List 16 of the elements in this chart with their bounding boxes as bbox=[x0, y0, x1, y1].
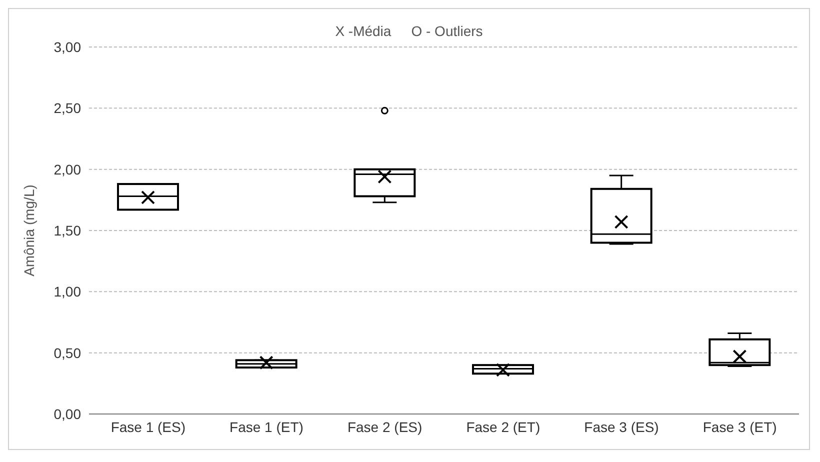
x-tick-label: Fase 2 (ET) bbox=[466, 418, 540, 435]
y-tick-label: 2,50 bbox=[54, 100, 82, 116]
x-tick-label: Fase 3 (ES) bbox=[584, 418, 659, 435]
y-tick-label: 0,50 bbox=[54, 344, 82, 361]
x-tick-label: Fase 2 (ES) bbox=[347, 418, 422, 435]
y-tick-label: 2,00 bbox=[54, 161, 82, 178]
y-axis-title: Amônia (mg/L) bbox=[20, 184, 37, 276]
y-tick-label: 3,00 bbox=[54, 38, 82, 55]
text: X -Média bbox=[335, 23, 392, 39]
x-tick-label: Fase 1 (ES) bbox=[110, 418, 186, 435]
text: O - Outliers bbox=[411, 23, 483, 39]
x-tick-label: Fase 3 (ET) bbox=[702, 418, 777, 435]
y-tick-label: 0,00 bbox=[54, 406, 82, 422]
y-tick-label: 1,00 bbox=[54, 284, 82, 300]
x-tick-label: Fase 1 (ET) bbox=[230, 418, 304, 435]
y-tick-label: 1,50 bbox=[54, 222, 82, 238]
